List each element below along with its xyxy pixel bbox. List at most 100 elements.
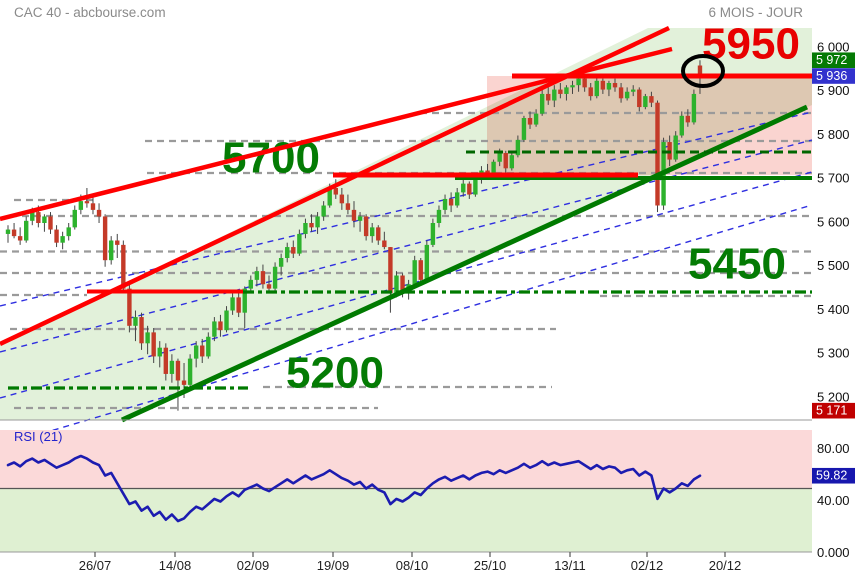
candle-body <box>54 229 59 243</box>
rsi-value-badge: 59.82 <box>816 469 847 483</box>
candle-body <box>442 198 448 210</box>
candle-body <box>42 216 47 223</box>
price-badge-period-high-bg <box>812 52 855 69</box>
rsi-tick-label: 80.00 <box>817 441 850 456</box>
candle-body <box>558 89 563 94</box>
candle-body <box>497 153 502 162</box>
candle-body <box>594 80 599 97</box>
candle-body <box>72 209 77 228</box>
candle-body <box>17 236 23 241</box>
rsi-value-badge-bg <box>812 467 855 484</box>
candle-body <box>236 297 241 313</box>
candle-body <box>454 192 460 206</box>
price-badge-last-close-bg <box>812 68 855 84</box>
candle-body <box>643 96 648 108</box>
candle-body <box>181 380 187 385</box>
candle-body <box>254 271 260 280</box>
candle-body <box>90 203 96 210</box>
candle-body <box>527 118 533 125</box>
candle-body <box>315 216 320 228</box>
candle-body <box>649 96 654 103</box>
price-badge-period-low-bg <box>812 402 855 419</box>
date-label: 20/12 <box>709 558 742 573</box>
price-tick-label: 5 300 <box>817 346 850 361</box>
candle-body <box>84 201 90 204</box>
price-tick-label: 5 400 <box>817 302 850 317</box>
candle-body <box>133 317 138 326</box>
candle-body <box>600 80 606 90</box>
candle-body <box>679 115 684 136</box>
candle-body <box>618 87 624 99</box>
candle-body <box>66 227 71 237</box>
candle-body <box>461 183 466 193</box>
gridlines-layer <box>0 111 813 447</box>
shaded-zones-layer <box>0 28 812 420</box>
candle-body <box>552 89 557 101</box>
candle-body <box>345 203 351 210</box>
price-tick-label: 5 700 <box>817 171 850 186</box>
candle-body <box>351 209 357 221</box>
channel-support-trendline <box>120 104 809 423</box>
date-label: 26/07 <box>79 558 112 573</box>
level-annotation-5450: 5450 <box>688 240 786 289</box>
candle-body <box>248 279 253 289</box>
candle-body <box>139 317 144 344</box>
rsi-pane <box>0 430 812 553</box>
candle-body <box>175 360 181 381</box>
candle-body <box>546 93 551 101</box>
candle-body <box>11 229 17 237</box>
candle-body <box>491 161 496 175</box>
candle-body <box>430 223 436 245</box>
price-tick-label: 5 600 <box>817 214 850 229</box>
candle-body <box>570 85 575 88</box>
candle-body <box>108 240 114 261</box>
price-badge-last-close: 5 936 <box>816 69 847 83</box>
candle-body <box>30 212 35 221</box>
candle-body <box>582 78 587 88</box>
axes-layer: 6 000 5 900 5 800 5 700 5 600 5 500 5 400 5 300… <box>0 39 855 573</box>
candle-body <box>436 209 442 223</box>
candle-body <box>297 233 302 254</box>
candle-body <box>212 321 217 337</box>
candle-body <box>60 236 65 243</box>
price-tick-label: 6 000 <box>817 39 850 54</box>
candle-body <box>655 102 660 206</box>
blue-dashed-channel-line <box>0 204 813 447</box>
rsi-tick-label: 0.000 <box>817 545 850 560</box>
candle-body <box>151 332 156 357</box>
candle-body <box>285 247 290 258</box>
candle-body <box>230 297 235 311</box>
trendlines-layer <box>0 25 812 423</box>
candle-body <box>685 115 691 123</box>
candle-body <box>242 288 247 313</box>
date-label: 14/08 <box>159 558 192 573</box>
candle-body <box>278 258 284 267</box>
candle-body <box>333 188 338 195</box>
candle-body <box>691 93 697 123</box>
candle-body <box>424 244 430 280</box>
candle-body <box>5 229 11 234</box>
candle-body <box>291 247 296 254</box>
rsi-line <box>6 454 702 523</box>
highlight-layer <box>681 54 725 88</box>
candle-body <box>418 260 423 280</box>
date-label: 13/11 <box>554 558 586 573</box>
candle-body <box>370 227 375 237</box>
candle-body <box>697 65 703 76</box>
candle-body <box>412 260 417 285</box>
candle-body <box>24 220 29 241</box>
resistance-band-fill <box>487 76 812 175</box>
candle-body <box>260 271 266 285</box>
blue-dashed-channel-line <box>0 139 813 353</box>
candle-body <box>533 113 539 125</box>
rsi-overbought-zone <box>0 430 812 489</box>
candle-body <box>503 153 508 169</box>
date-label: 02/09 <box>237 558 270 573</box>
blue-dashed-channel-line <box>0 171 813 399</box>
level-annotation-5200: 5200 <box>286 349 384 398</box>
candle-body <box>467 183 472 195</box>
date-label: 08/10 <box>396 558 429 573</box>
candle-body <box>102 216 108 261</box>
highlight-circle <box>681 54 725 88</box>
